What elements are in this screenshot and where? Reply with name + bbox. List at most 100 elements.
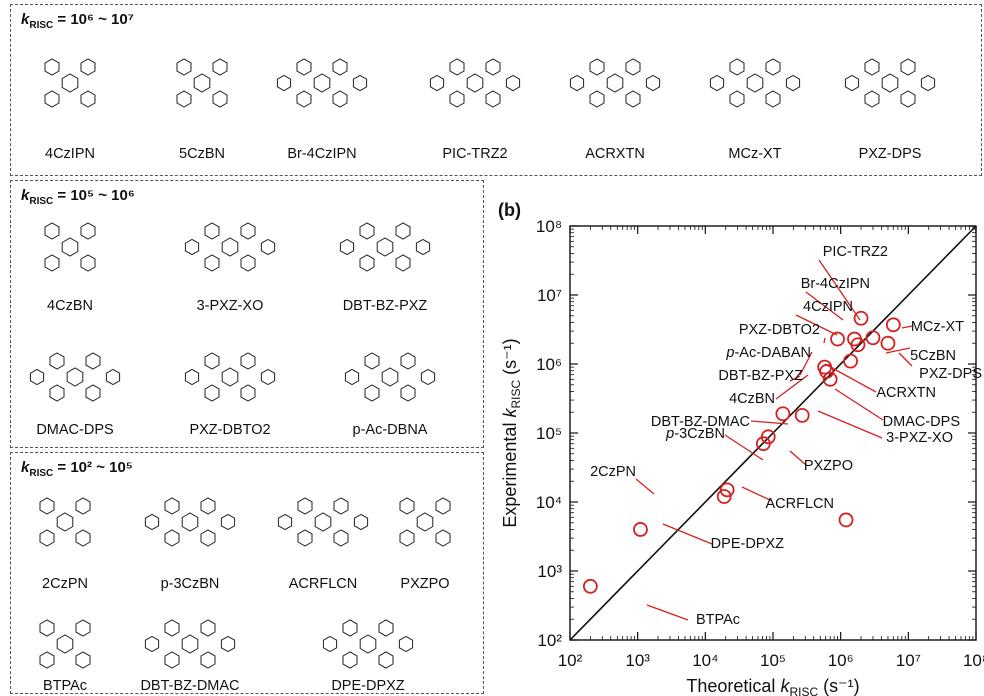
molecule-4czbn: 4CzBN [20, 198, 120, 314]
molecule-pic-trz2: PIC-TRZ2 [415, 22, 535, 162]
molecule-acrflcn: ACRFLCN [268, 470, 378, 592]
molecule-name: 4CzBN [47, 298, 93, 314]
molecule-name: 2CzPN [42, 576, 88, 592]
molecule-drawing [709, 58, 801, 108]
molecule-drawing [39, 619, 91, 669]
leader-dbt-bz-dmac [750, 420, 789, 425]
group-box-3: kRISC = 10² ~ 10⁵ [10, 452, 484, 694]
x-axis-label: Theoretical kRISC (s⁻¹) [686, 676, 859, 696]
x-tick-label: 10⁶ [828, 651, 854, 670]
molecule-name: 4CzIPN [45, 146, 95, 162]
y-tick-label: 10² [537, 631, 562, 650]
point-pic-trz2 [853, 310, 869, 326]
label-p-ac-daban: p-Ac-DABAN [725, 345, 811, 361]
molecule-drawing [569, 58, 661, 108]
leader-pic-trz2 [818, 259, 861, 321]
group-title-3: kRISC = 10² ~ 10⁵ [21, 459, 133, 479]
molecule-name: p-Ac-DBNA [352, 422, 428, 438]
group-box-1: kRISC = 10⁶ ~ 10⁷ [10, 4, 982, 176]
label-pxz-dbto2: PXZ-DBTO2 [739, 322, 820, 338]
molecule-drawing [176, 58, 228, 108]
leader-mcz-xt [901, 325, 913, 329]
point-pxz-dbto2 [830, 331, 845, 347]
molecule-drawing [29, 352, 121, 402]
label-2czpn: 2CzPN [590, 464, 636, 480]
x-tick-label: 10² [558, 651, 583, 670]
leader-dmac-dps [834, 388, 884, 421]
molecule-name: p-3CzBN [160, 576, 220, 592]
molecule-pxzpo: PXZPO [385, 470, 465, 592]
x-tick-label: 10⁸ [963, 651, 984, 670]
molecule-name: DPE-DPXZ [331, 678, 405, 694]
leader-acrflcn [741, 486, 773, 502]
molecule-dbt-bz-dmac: DBT-BZ-DMAC [135, 612, 245, 694]
molecule-drawing [184, 222, 276, 272]
label-acrxtn: ACRXTN [876, 385, 936, 401]
point-pxzpo [719, 482, 735, 498]
label-pic-trz2: PIC-TRZ2 [823, 244, 888, 260]
label-4czipn: 4CzIPN [803, 299, 853, 315]
point-4czbn [822, 371, 838, 387]
molecule-p-ac-dbna: p-Ac-DBNA [315, 334, 465, 438]
molecule-mcz-xt: MCz-XT [700, 22, 810, 162]
label-dmac-dps: DMAC-DPS [883, 414, 960, 430]
y-tick-label: 10⁵ [536, 424, 562, 443]
molecule-name: PXZ-DBTO2 [189, 422, 271, 438]
molecule-drawing [44, 222, 96, 272]
molecule-name: PIC-TRZ2 [442, 146, 508, 162]
x-tick-label: 10⁵ [760, 651, 786, 670]
group-title-2: kRISC = 10⁵ ~ 10⁶ [21, 187, 135, 207]
molecule-name: DBT-BZ-PXZ [342, 298, 428, 314]
label-pxzpo: PXZPO [804, 458, 853, 474]
molecule-pxz-dps: PXZ-DPS [830, 22, 950, 162]
x-tick-label: 10³ [625, 651, 650, 670]
point-pxz-dps [880, 335, 896, 351]
label-btpac: BTPAc [696, 612, 740, 628]
molecule-dpe-dpxz: DPE-DPXZ [268, 612, 468, 694]
leader-btpac [646, 604, 689, 621]
point-3-pxz-xo [794, 407, 810, 423]
point-dbt-bz-pxz [819, 364, 835, 379]
leader-4czipn [795, 314, 838, 336]
molecule-btpac: BTPAc [20, 612, 110, 694]
molecule-drawing [44, 58, 96, 108]
molecule-name: ACRXTN [585, 146, 645, 162]
annotation-leaders [635, 259, 913, 621]
molecule-drawing [322, 619, 414, 669]
molecule-name: MCz-XT [728, 146, 782, 162]
molecule-dbt-bz-pxz: DBT-BZ-PXZ [315, 198, 455, 314]
data-points [582, 310, 901, 594]
leader-4czbn [775, 374, 809, 400]
point-btpac [582, 578, 598, 594]
leader-dbt-bz-pxz [789, 375, 801, 382]
molecule-name: 5CzBN [179, 146, 225, 162]
y-tick-label: 10⁸ [536, 217, 562, 236]
molecule-drawing [39, 497, 91, 547]
label-br-4czipn: Br-4CzIPN [801, 276, 870, 292]
y-tick-label: 10⁷ [537, 286, 562, 305]
molecule-5czbn: 5CzBN [152, 22, 252, 162]
label-dpe-dpxz: DPE-DPXZ [711, 536, 784, 552]
point-2czpn [838, 512, 854, 528]
point-acrxtn [843, 353, 858, 369]
molecule-drawing [276, 58, 368, 108]
label-5czbn: 5CzBN [910, 348, 956, 364]
x-tick-label: 10⁴ [692, 651, 718, 670]
group-box-2: kRISC = 10⁵ ~ 10⁶ [10, 180, 484, 448]
molecule-3-pxz-xo: 3-PXZ-XO [175, 198, 285, 314]
leader-acrxtn [824, 363, 877, 393]
y-tick-label: 10⁴ [536, 493, 562, 512]
leader-2czpn [635, 478, 655, 495]
scatter-chart: (b) 10² 10³ 10⁴ 10⁵ 10⁶ 10⁷ 10⁸ 10² 10³ 10⁴ 10⁵ 10⁶… [498, 200, 984, 696]
y-tick-label: 10³ [537, 562, 562, 581]
point-p-3czbn [755, 436, 771, 452]
molecule-drawing [429, 58, 521, 108]
leader-3-pxz-xo [817, 410, 883, 439]
leader-br-4czipn [805, 291, 844, 321]
leader-dpe-dpxz [662, 523, 713, 545]
point-mcz-xt [885, 317, 901, 333]
molecule-name: Br-4CzIPN [287, 146, 357, 162]
label-p-3czbn: p-3CzBN [665, 426, 725, 442]
molecule-br-4czipn: Br-4CzIPN [262, 22, 382, 162]
leader-pxz-dbto2 [823, 337, 826, 344]
